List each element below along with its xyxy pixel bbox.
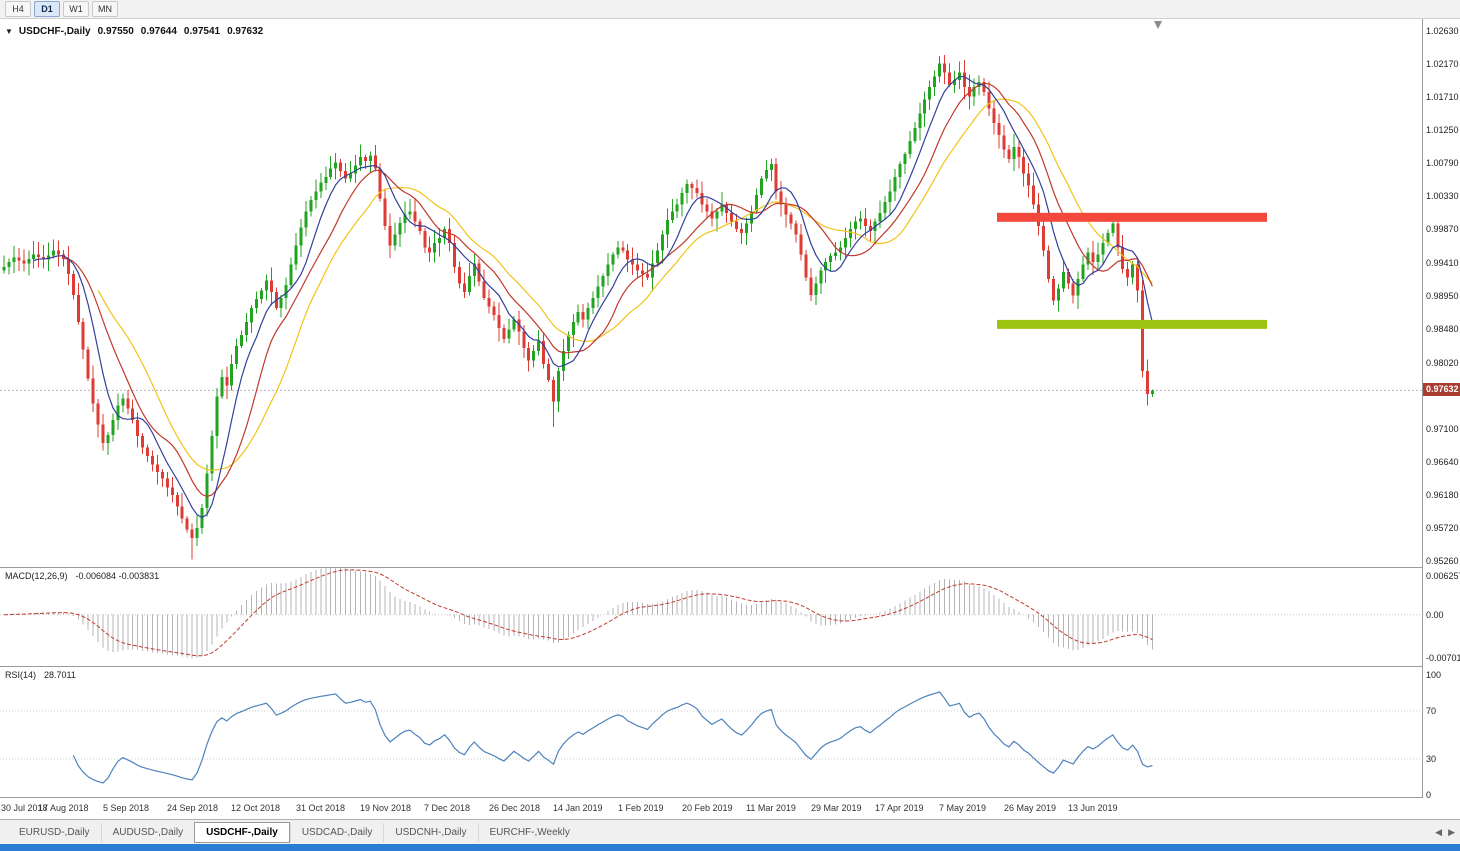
x-axis-label: 5 Sep 2018 (103, 803, 150, 813)
chart-window: ▼ USDCHF-,Daily 0.97550 0.97644 0.97541 … (0, 19, 1460, 819)
one-click-trading-toggle[interactable]: ▼ (5, 27, 13, 36)
x-axis-label: 11 Mar 2019 (746, 803, 796, 813)
price-axis-label: 0.96180 (1426, 490, 1459, 500)
chart-tab-eurchf[interactable]: EURCHF-,Weekly (477, 822, 581, 842)
rsi-axis-label: 0 (1426, 790, 1432, 800)
macd-signal-line (3, 569, 1153, 657)
price-axis-label: 1.01710 (1426, 92, 1459, 102)
resistance-zone (997, 212, 1267, 222)
chart-tabs-list: EURUSD-,Daily AUDUSD-,Daily USDCHF-,Daily U… (8, 821, 581, 843)
chart-tab-audusd[interactable]: AUDUSD-,Daily (100, 822, 195, 842)
price-axis-label: 1.00790 (1426, 158, 1459, 168)
x-axis-label: 31 Oct 2018 (296, 803, 346, 813)
ma-line-13 (63, 82, 1153, 498)
timeframe-button-mn[interactable]: MN (92, 1, 118, 17)
x-axis-label: 24 Sep 2018 (167, 803, 219, 813)
x-axis-label: 14 Jan 2019 (553, 803, 603, 813)
chart-tab-usdcnh[interactable]: USDCNH-,Daily (383, 822, 477, 842)
x-axis-label: 30 Jul 2018 (1, 803, 48, 813)
ohlc-close: 0.97632 (227, 26, 264, 37)
time-axis[interactable]: 30 Jul 2018 17 Aug 2018 5 Sep 2018 24 Sep 2… (0, 798, 1422, 819)
price-axis-label: 0.98020 (1426, 358, 1459, 368)
x-axis-label: 29 Mar 2019 (811, 803, 862, 813)
current-price-tag: 0.97632 (1423, 383, 1460, 396)
rsi-indicator-name: RSI(14) (5, 670, 37, 680)
timeframe-button-w1[interactable]: W1 (63, 1, 89, 17)
macd-svg[interactable] (0, 568, 1422, 666)
x-axis-label: 7 May 2019 (939, 803, 987, 813)
macd-axis-label: 0.00 (1426, 610, 1444, 620)
rsi-svg[interactable] (0, 667, 1422, 797)
tabs-scroll-left-icon[interactable]: ◀ (1435, 827, 1443, 837)
chart-tab-usdcad[interactable]: USDCAD-,Daily (289, 822, 384, 842)
chart-shift-marker (1154, 21, 1162, 29)
ma-line-20 (97, 98, 1153, 471)
macd-indicator-name: MACD(12,26,9) (5, 571, 68, 581)
price-axis-label: 0.98950 (1426, 291, 1459, 301)
price-axis-label: 0.96640 (1426, 457, 1459, 467)
macd-axis-label: -0.007016 (1426, 653, 1460, 663)
panel-splitter[interactable] (0, 666, 1460, 667)
chart-tab-eurusd[interactable]: EURUSD-,Daily (19, 826, 90, 838)
timeframe-toolbar: H4 D1 W1 MN (0, 0, 1460, 19)
moving-averages-layer (33, 76, 1153, 519)
symbol-title: USDCHF-,Daily (18, 26, 91, 37)
chart-tab-usdchf[interactable]: USDCHF-,Daily (194, 821, 290, 843)
x-axis-label: 20 Feb 2019 (682, 803, 733, 813)
x-axis-label: 1 Feb 2019 (618, 803, 664, 813)
macd-axis-label: 0.006257 (1426, 571, 1460, 581)
price-axis-label: 1.02630 (1426, 26, 1459, 36)
timeframe-button-h4[interactable]: H4 (5, 1, 31, 17)
price-axis-label: 1.02170 (1426, 59, 1459, 69)
price-axis-label: 0.95260 (1426, 556, 1459, 566)
chart-tabs-bar: EURUSD-,Daily AUDUSD-,Daily USDCHF-,Daily U… (0, 819, 1460, 844)
x-axis-label: 17 Aug 2018 (38, 803, 89, 813)
x-axis-label: 26 Dec 2018 (489, 803, 541, 813)
support-zone (997, 319, 1267, 329)
panel-splitter[interactable] (0, 797, 1460, 798)
panel-splitter[interactable] (0, 567, 1460, 568)
status-strip (0, 844, 1460, 851)
tab-scroll-arrows: ◀ ▶ (1435, 820, 1455, 845)
price-axis-label: 0.98480 (1426, 324, 1459, 334)
rsi-label: RSI(14) 28.7011 (5, 670, 76, 680)
rsi-indicator-value: 28.7011 (44, 670, 76, 680)
symbol-info-line: ▼ USDCHF-,Daily 0.97550 0.97644 0.97541 … (5, 26, 263, 37)
price-axis-label: 0.95720 (1426, 523, 1459, 533)
tabs-scroll-right-icon[interactable]: ▶ (1448, 827, 1455, 837)
price-axis[interactable]: 0.97632 1.02630 1.02170 1.01710 1.01250 1.00… (1422, 19, 1460, 800)
price-axis-label: 0.99410 (1426, 258, 1459, 268)
price-axis-label: 0.99870 (1426, 224, 1459, 234)
price-axis-label: 0.97100 (1426, 424, 1459, 434)
x-axis-label: 17 Apr 2019 (875, 803, 924, 813)
ohlc-open: 0.97550 (97, 26, 134, 37)
ohlc-low: 0.97541 (183, 26, 221, 37)
rsi-line (72, 691, 1153, 784)
price-chart-svg[interactable] (0, 19, 1422, 567)
x-axis-label: 13 Jun 2019 (1068, 803, 1118, 813)
x-axis-label: 12 Oct 2018 (231, 803, 281, 813)
rsi-axis-label: 30 (1426, 754, 1437, 764)
x-axis-label: 19 Nov 2018 (360, 803, 412, 813)
macd-indicator-values: -0.006084 -0.003831 (75, 571, 160, 581)
ohlc-high: 0.97644 (140, 26, 177, 37)
macd-label: MACD(12,26,9) -0.006084 -0.003831 (5, 571, 159, 581)
x-axis-label: 26 May 2019 (1004, 803, 1057, 813)
price-axis-label: 1.01250 (1426, 125, 1459, 135)
price-axis-label: 1.00330 (1426, 191, 1459, 201)
rsi-axis-label: 100 (1426, 670, 1442, 680)
rsi-axis-label: 70 (1426, 706, 1437, 716)
x-axis-label: 7 Dec 2018 (424, 803, 471, 813)
macd-histogram (8, 568, 1153, 659)
timeframe-button-d1[interactable]: D1 (34, 1, 60, 17)
ma-line-7 (33, 76, 1153, 519)
candles-layer (2, 55, 1154, 560)
